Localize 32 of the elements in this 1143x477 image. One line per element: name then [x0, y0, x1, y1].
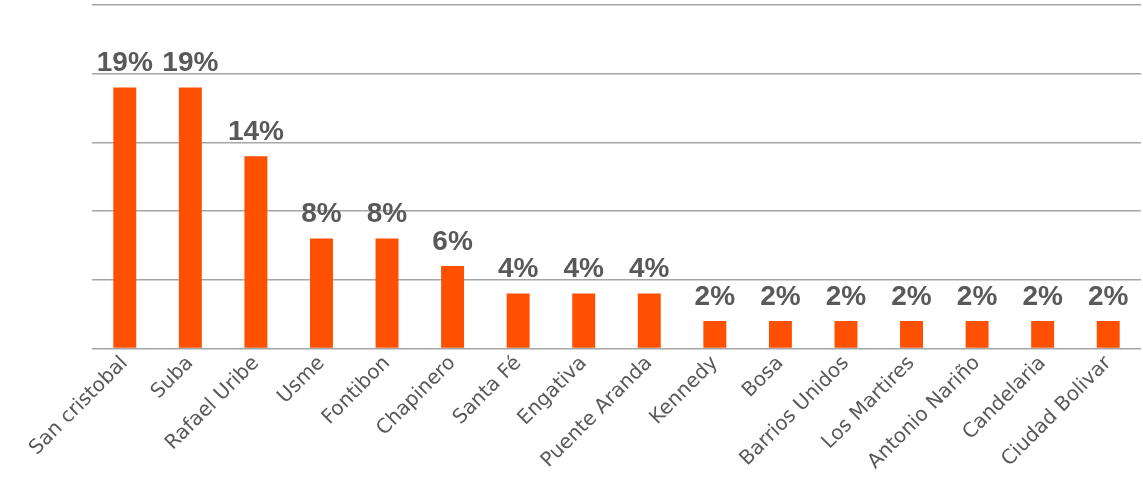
bar	[441, 266, 465, 348]
data-label: 14%	[227, 114, 285, 146]
bar	[1031, 321, 1055, 348]
bar	[768, 321, 792, 348]
data-label: 2%	[825, 279, 867, 311]
bar	[834, 321, 858, 348]
data-label: 2%	[1087, 279, 1129, 311]
data-label: 2%	[956, 279, 998, 311]
data-label: 19%	[162, 46, 219, 78]
bar	[572, 293, 596, 348]
bar	[637, 293, 661, 348]
bar	[244, 156, 268, 348]
data-label: 19%	[96, 46, 153, 78]
bar	[703, 321, 727, 348]
bar	[310, 238, 333, 348]
data-label: 6%	[432, 224, 473, 256]
bar	[113, 87, 137, 348]
data-label: 2%	[760, 279, 801, 311]
data-label: 4%	[629, 252, 670, 284]
bar	[900, 321, 924, 348]
data-label: 2%	[891, 279, 932, 311]
data-label: 2%	[1022, 279, 1063, 311]
data-label: 4%	[563, 252, 605, 284]
bar	[506, 293, 530, 348]
data-label: 8%	[301, 197, 342, 229]
bar	[1096, 321, 1120, 348]
bar	[178, 87, 202, 348]
data-label: 8%	[366, 197, 408, 229]
bar	[375, 238, 399, 348]
data-label: 2%	[694, 279, 736, 311]
data-label: 4%	[497, 252, 539, 284]
bar	[965, 321, 989, 348]
